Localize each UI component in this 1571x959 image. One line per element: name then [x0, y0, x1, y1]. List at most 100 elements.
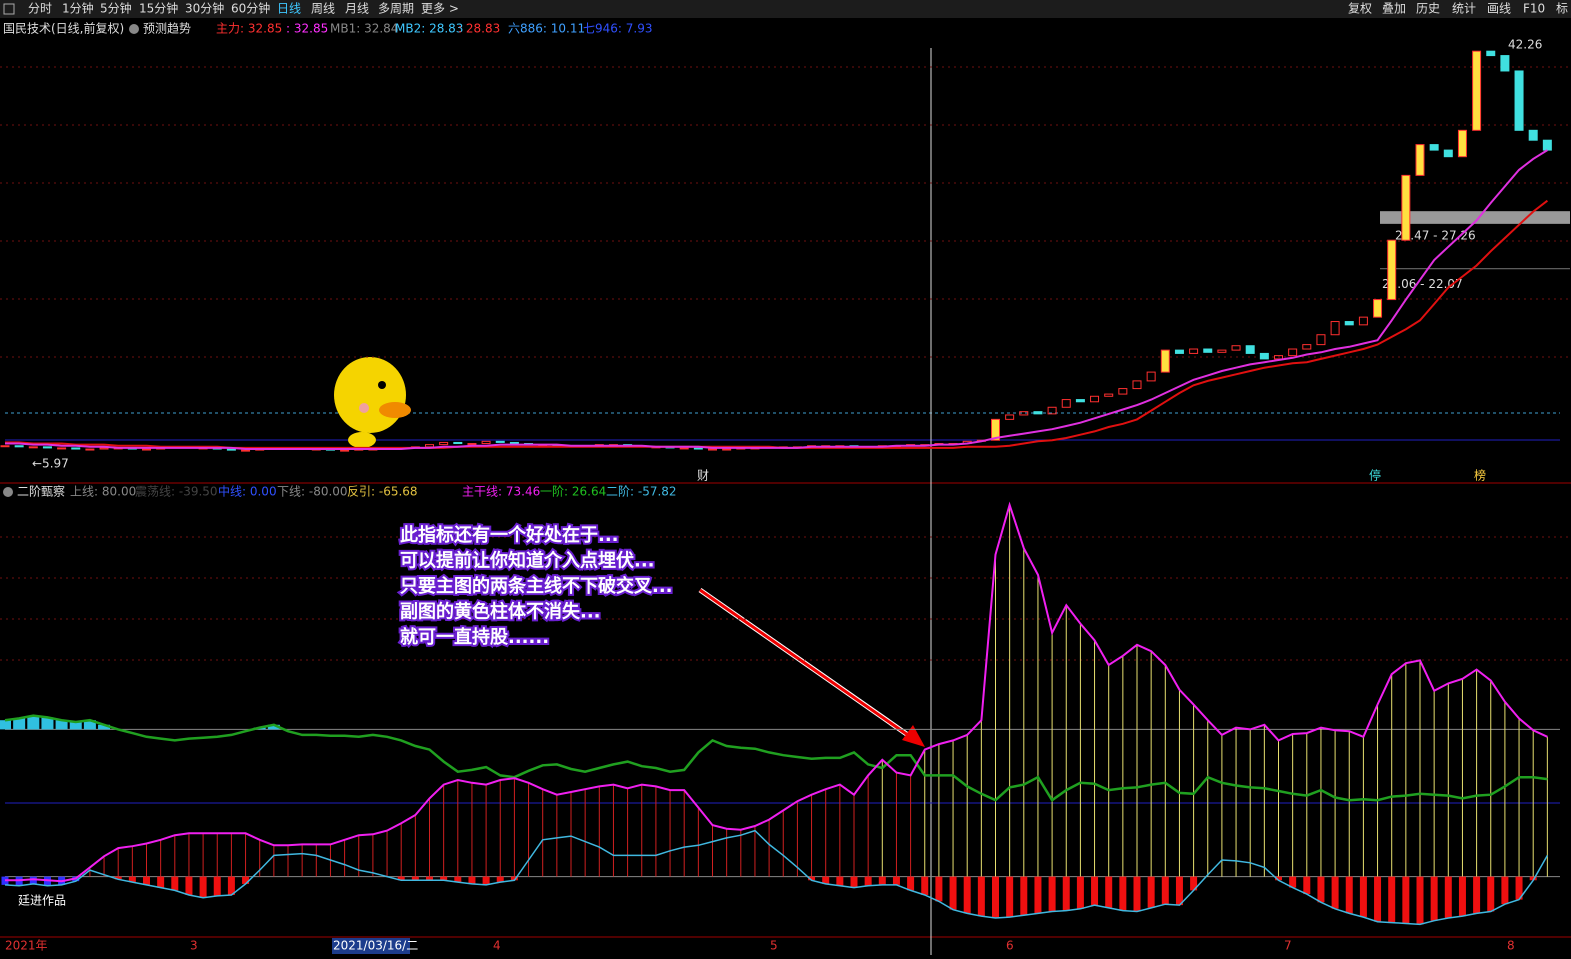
bottom-bar: [864, 876, 872, 886]
candle: [1542, 139, 1552, 151]
toolbar-button[interactable]: F10: [1523, 2, 1545, 16]
toolbar-button[interactable]: 复权: [1348, 2, 1372, 16]
bottom-bar: [1458, 876, 1466, 917]
bottom-bar: [171, 876, 179, 891]
toolbar-button[interactable]: 叠加: [1382, 2, 1406, 16]
candle: [991, 418, 1000, 441]
bottom-bar: [1133, 876, 1141, 912]
bottom-bar: [199, 876, 207, 898]
date-label: 2021年: [5, 939, 48, 953]
bottom-bar: [1374, 876, 1382, 922]
candle: [340, 449, 350, 452]
toolbar-button[interactable]: 标: [1556, 2, 1568, 16]
second-order-line: [4, 829, 1549, 926]
first-order-line: [4, 714, 1548, 802]
bottom-bar: [1487, 876, 1495, 912]
menu-icon[interactable]: [3, 3, 15, 15]
candle: [425, 444, 434, 448]
toolbar-button[interactable]: 统计: [1452, 2, 1476, 16]
bottom-bar: [426, 876, 433, 881]
bottom-bar: [1062, 876, 1070, 911]
bottom-bar: [128, 876, 136, 883]
event-marker[interactable]: 财: [697, 469, 709, 483]
candle: [1486, 50, 1496, 57]
low-label: ←5.97: [32, 457, 69, 471]
toolbar-tab[interactable]: 更多 >: [421, 2, 459, 16]
top-bar: [0, 720, 11, 730]
toolbar-button[interactable]: 画线: [1487, 2, 1511, 16]
bottom-bar: [1331, 876, 1339, 909]
event-marker[interactable]: 停: [1369, 468, 1381, 483]
candle: [1245, 345, 1255, 354]
bottom-bar: [1473, 876, 1481, 914]
candle: [1528, 129, 1538, 141]
toggle-icon[interactable]: [129, 24, 139, 34]
toolbar-tab[interactable]: 多周期: [378, 2, 414, 16]
top-bar: [13, 718, 26, 730]
candle: [1443, 149, 1453, 158]
watermark: 廷进作品: [18, 894, 66, 908]
candle: [241, 449, 251, 452]
annotation-line: 副图的黄色柱体不消失...: [400, 601, 601, 623]
chart-title: 国民技术(日线,前复权): [3, 21, 124, 36]
candle: [509, 441, 519, 445]
candle: [85, 448, 95, 451]
ma-line: [5, 149, 1548, 450]
toolbar-tab[interactable]: 分时: [28, 2, 52, 16]
candle: [1387, 239, 1397, 301]
toolbar-tab[interactable]: 15分钟: [139, 1, 178, 16]
candle: [1033, 411, 1043, 415]
toolbar-tab[interactable]: 5分钟: [100, 1, 132, 16]
candle: [708, 448, 717, 451]
bottom-bar: [1317, 876, 1325, 903]
price-zone: [1380, 268, 1570, 270]
bottom-bar: [907, 876, 915, 891]
bottom-bar: [836, 876, 844, 886]
bottom-bar: [1048, 876, 1056, 912]
bottom-bar: [1444, 876, 1452, 918]
indicator-value: 主干线: 73.46: [462, 485, 540, 499]
candle: [1500, 55, 1510, 72]
candle: [0, 445, 10, 448]
top-bar: [27, 715, 40, 730]
bottom-bar: [1147, 876, 1155, 908]
toolbar-tab[interactable]: 月线: [345, 2, 369, 16]
toolbar-button[interactable]: 历史: [1416, 2, 1440, 16]
indicator-value: MB1: 32.84: [330, 22, 398, 36]
bottom-bar: [1091, 876, 1099, 906]
candle: [226, 448, 236, 451]
candle: [1146, 371, 1156, 382]
candle: [99, 447, 109, 450]
candle: [1174, 349, 1184, 354]
bottom-bar: [1020, 876, 1028, 916]
candle: [1358, 316, 1368, 326]
indicator-value: 中线: 0.00: [218, 484, 277, 499]
bottom-bar: [496, 876, 504, 883]
candle: [1019, 411, 1029, 416]
event-marker[interactable]: 榜: [1474, 468, 1486, 483]
toolbar-tab[interactable]: 60分钟: [231, 1, 270, 16]
candle: [1118, 388, 1128, 395]
annotation-line: 就可一直持股......: [400, 626, 549, 648]
bottom-bar: [1006, 876, 1014, 918]
bottom-bar: [808, 876, 816, 881]
toolbar-tab[interactable]: 1分钟: [62, 1, 94, 16]
toolbar-tab[interactable]: 周线: [311, 2, 335, 16]
candle: [1005, 414, 1015, 420]
toolbar-tab[interactable]: 30分钟: [185, 1, 224, 16]
trend-toggle[interactable]: 预测趋势: [143, 22, 191, 36]
bottom-bar: [143, 876, 150, 885]
high-label: 42.26: [1508, 38, 1542, 52]
candle: [142, 448, 151, 451]
toggle-icon[interactable]: [3, 487, 13, 497]
candle: [1415, 144, 1425, 176]
bottom-bar: [242, 876, 250, 884]
date-label: 8: [1507, 939, 1515, 953]
candle: [1429, 144, 1439, 151]
toolbar-tab[interactable]: 日线: [277, 2, 301, 16]
sub-title: 二阶甄察: [17, 485, 65, 499]
zone-label: 22.06 - 22.07: [1382, 277, 1463, 291]
candle: [71, 447, 81, 450]
candle: [1373, 299, 1383, 318]
